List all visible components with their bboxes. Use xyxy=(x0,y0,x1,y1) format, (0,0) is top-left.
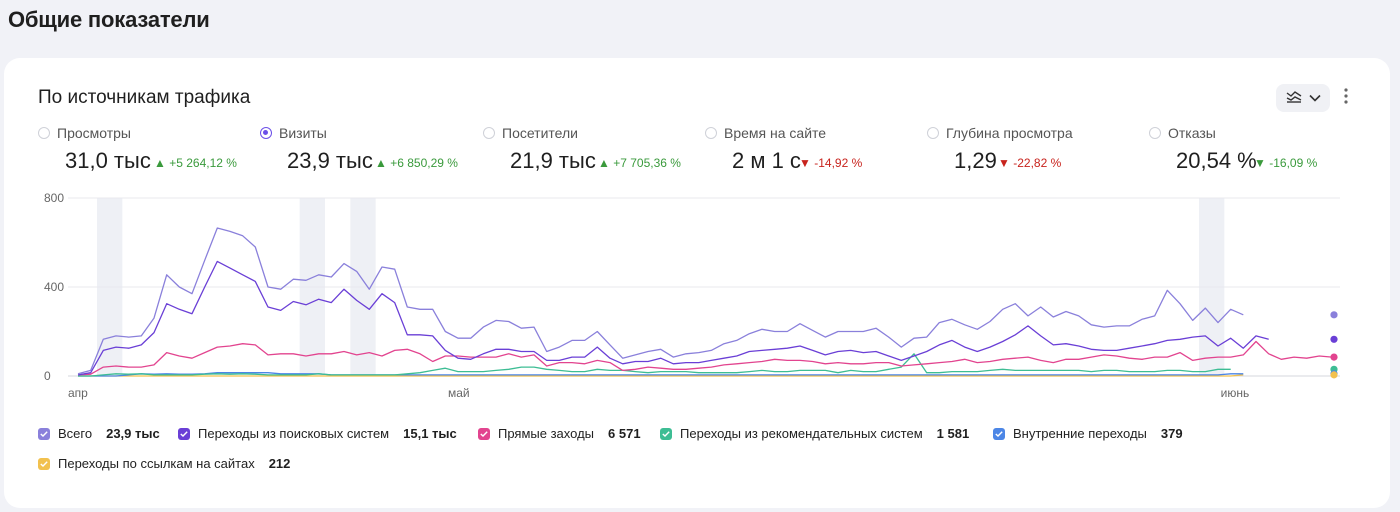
page-title: Общие показатели xyxy=(8,7,210,32)
y-tick-label: 0 xyxy=(44,369,51,383)
chevron-down-icon xyxy=(1308,89,1321,107)
legend-name: Переходы из рекомендательных систем xyxy=(680,426,923,441)
metric-radio[interactable] xyxy=(260,127,272,139)
arrow-up-icon: ▲ xyxy=(598,156,614,170)
legend-checkbox[interactable] xyxy=(38,457,50,470)
legend-value: 212 xyxy=(268,456,291,471)
series-line xyxy=(77,340,1333,376)
chart-lines-icon xyxy=(1286,89,1302,108)
metric-value: 20,54 % xyxy=(1176,148,1257,173)
arrow-down-icon: ▼ xyxy=(799,156,815,170)
metric-change: ▲ +5 264,12 % xyxy=(154,156,237,170)
metric-label: Глубина просмотра xyxy=(946,125,1073,141)
metric-change-value: +7 705,36 % xyxy=(613,156,681,170)
metric-label: Отказы xyxy=(1168,125,1216,141)
metric-radio[interactable] xyxy=(705,127,717,139)
metric-radio[interactable] xyxy=(1149,127,1161,139)
x-tick-label: май xyxy=(448,386,470,400)
arrow-down-icon: ▼ xyxy=(1254,156,1270,170)
metric-value: 31,0 тыс xyxy=(65,148,151,173)
legend-item[interactable]: Внутренние переходы 379 xyxy=(993,426,1183,441)
check-icon xyxy=(40,430,48,437)
metric-change: ▼ -14,92 % xyxy=(799,156,862,170)
series-line xyxy=(77,260,1269,376)
check-icon xyxy=(180,430,188,437)
arrow-up-icon: ▲ xyxy=(375,156,391,170)
metric-4[interactable]: Глубина просмотра 1,29 ▼ -22,82 % xyxy=(927,124,1142,184)
series-line xyxy=(78,372,1244,377)
series-end-point xyxy=(1330,353,1338,361)
legend-item[interactable]: Переходы по ссылкам на сайтах 212 xyxy=(38,456,290,471)
metric-5[interactable]: Отказы 20,54 % ▼ -16,09 % xyxy=(1149,124,1364,184)
more-vertical-icon xyxy=(1344,87,1348,109)
legend-value: 23,9 тыс xyxy=(106,426,160,441)
metric-label: Просмотры xyxy=(57,125,131,141)
metric-value: 2 м 1 с xyxy=(732,148,801,173)
legend-name: Прямые заходы xyxy=(498,426,595,441)
metric-2[interactable]: Посетители 21,9 тыс ▲ +7 705,36 % xyxy=(483,124,698,184)
metric-label: Посетители xyxy=(502,125,578,141)
check-icon xyxy=(480,430,488,437)
legend-item[interactable]: Всего 23,9 тыс xyxy=(38,426,160,441)
legend-checkbox[interactable] xyxy=(178,427,190,440)
legend-value: 15,1 тыс xyxy=(403,426,457,441)
metric-change-value: -16,09 % xyxy=(1269,156,1318,170)
series-line xyxy=(78,374,1244,377)
metric-value: 1,29 xyxy=(954,148,997,173)
metric-change-value: -22,82 % xyxy=(1013,156,1062,170)
series-line xyxy=(78,353,1231,377)
legend-checkbox[interactable] xyxy=(38,427,50,440)
check-icon xyxy=(40,460,48,467)
metric-change-value: +5 264,12 % xyxy=(169,156,237,170)
legend-value: 6 571 xyxy=(608,426,641,441)
arrow-down-icon: ▼ xyxy=(998,156,1014,170)
metric-label: Визиты xyxy=(279,125,327,141)
traffic-sources-card: По источникам трафика Просмотры 31,0 тыс ▲… xyxy=(4,58,1390,508)
metric-value: 21,9 тыс xyxy=(510,148,596,173)
legend-value: 379 xyxy=(1160,426,1183,441)
series-end-point xyxy=(1330,371,1338,379)
metric-label: Время на сайте xyxy=(724,125,827,141)
legend-item[interactable]: Переходы из рекомендательных систем 1 581 xyxy=(660,426,969,441)
metric-change: ▲ +7 705,36 % xyxy=(598,156,681,170)
legend-checkbox[interactable] xyxy=(478,427,490,440)
legend-name: Внутренние переходы xyxy=(1013,426,1147,441)
legend-name: Переходы по ссылкам на сайтах xyxy=(58,456,255,471)
x-tick-label: апр xyxy=(68,386,88,400)
metric-change-value: +6 850,29 % xyxy=(390,156,458,170)
metric-1[interactable]: Визиты 23,9 тыс ▲ +6 850,29 % xyxy=(260,124,475,184)
more-options-button[interactable] xyxy=(1338,84,1354,112)
series-line xyxy=(77,227,1244,375)
metric-3[interactable]: Время на сайте 2 м 1 с ▼ -14,92 % xyxy=(705,124,920,184)
legend-value: 1 581 xyxy=(936,426,970,441)
x-tick-label: июнь xyxy=(1221,386,1250,400)
metric-change: ▼ -16,09 % xyxy=(1254,156,1317,170)
metric-value: 23,9 тыс xyxy=(287,148,373,173)
metric-change: ▲ +6 850,29 % xyxy=(375,156,458,170)
legend-checkbox[interactable] xyxy=(660,427,672,440)
legend-name: Переходы из поисковых систем xyxy=(198,426,390,441)
metric-radio[interactable] xyxy=(483,127,495,139)
check-icon xyxy=(662,430,670,437)
metric-radio[interactable] xyxy=(38,127,50,139)
metric-change: ▼ -22,82 % xyxy=(998,156,1061,170)
card-title: По источникам трафика xyxy=(38,87,251,108)
chart-type-button[interactable] xyxy=(1276,84,1330,112)
arrow-up-icon: ▲ xyxy=(154,156,170,170)
metric-radio[interactable] xyxy=(927,127,939,139)
metric-change-value: -14,92 % xyxy=(814,156,863,170)
metric-0[interactable]: Просмотры 31,0 тыс ▲ +5 264,12 % xyxy=(38,124,253,184)
y-tick-label: 400 xyxy=(44,280,64,294)
series-end-point xyxy=(1330,311,1338,319)
line-chart: 0400800апрмайиюньиюль xyxy=(44,191,1340,400)
legend-name: Всего xyxy=(58,426,93,441)
series-end-point xyxy=(1330,335,1338,343)
y-tick-label: 800 xyxy=(44,191,64,205)
legend-item[interactable]: Переходы из поисковых систем 15,1 тыс xyxy=(178,426,457,441)
check-icon xyxy=(995,430,1003,437)
legend-checkbox[interactable] xyxy=(993,427,1005,440)
legend-item[interactable]: Прямые заходы 6 571 xyxy=(478,426,641,441)
